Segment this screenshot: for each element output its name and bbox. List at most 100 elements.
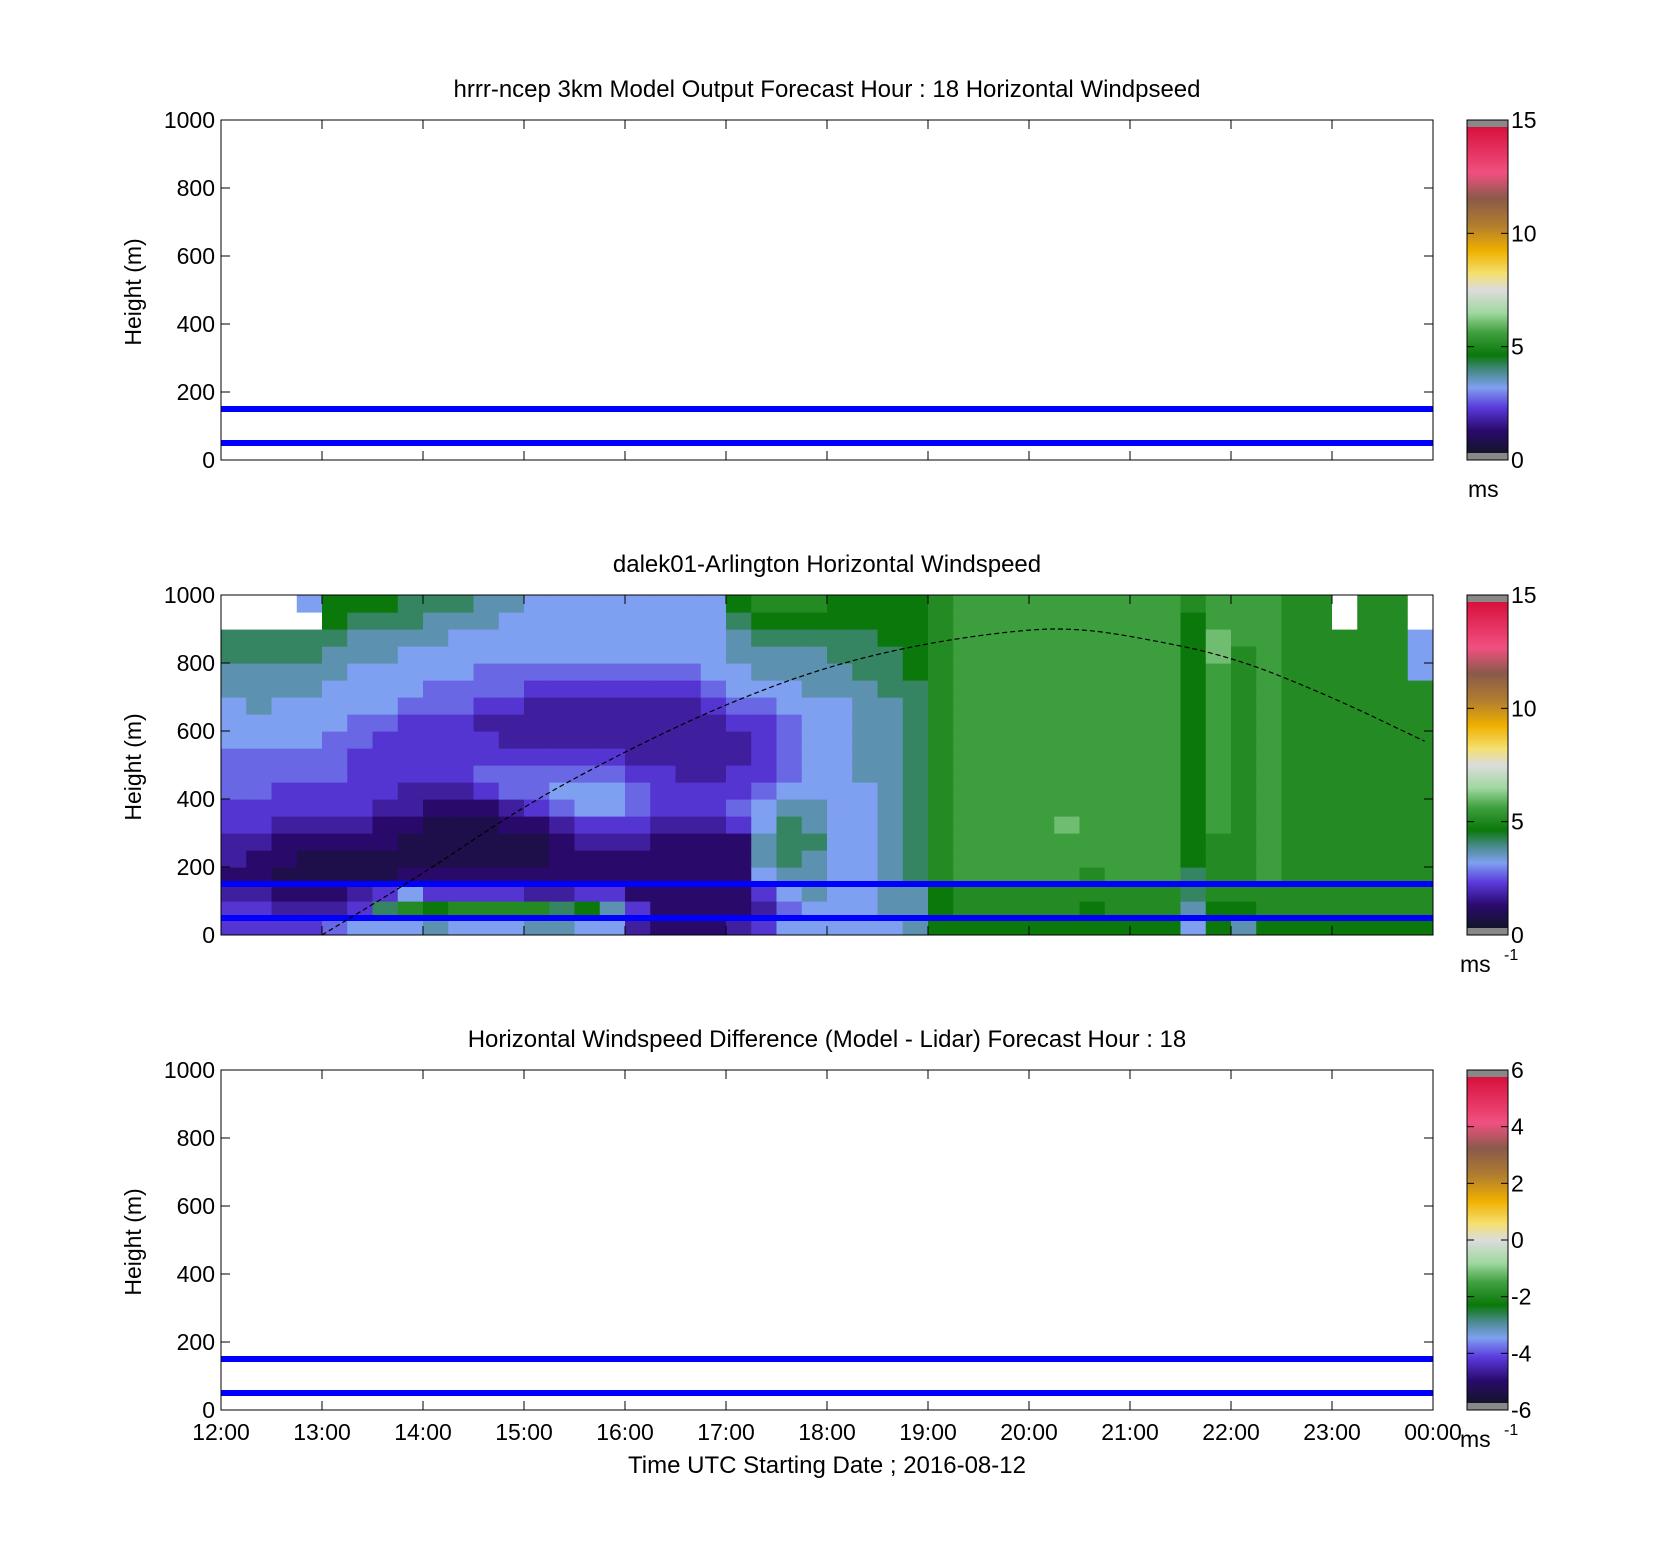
- heatmap-cell: [1306, 663, 1333, 681]
- heatmap-cell: [675, 782, 702, 800]
- heatmap-cell: [700, 697, 727, 715]
- heatmap-cell: [1407, 748, 1433, 766]
- heatmap-cell: [1155, 714, 1182, 732]
- heatmap-cell: [852, 918, 879, 935]
- heatmap-cell: [221, 595, 247, 613]
- heatmap-cell: [776, 748, 803, 766]
- heatmap-cell: [372, 867, 399, 885]
- heatmap-cell: [801, 782, 828, 800]
- heatmap-cell: [1357, 918, 1384, 935]
- heatmap-cell: [221, 697, 247, 715]
- heatmap-cell: [271, 799, 298, 817]
- heatmap-cell: [246, 918, 273, 935]
- heatmap-cell: [574, 731, 601, 749]
- colorbar-tick-label: 0: [1511, 447, 1524, 473]
- heatmap-cell: [1306, 595, 1333, 613]
- heatmap-cell: [751, 646, 778, 664]
- heatmap-cell: [1357, 884, 1384, 902]
- heatmap-cell: [322, 680, 348, 698]
- heatmap-cell: [1281, 612, 1308, 630]
- heatmap-cell: [776, 782, 803, 800]
- heatmap-cell: [1130, 680, 1156, 698]
- heatmap-cell: [574, 782, 601, 800]
- heatmap-cell: [852, 799, 879, 817]
- heatmap-cell: [1003, 731, 1030, 749]
- heatmap-cell: [675, 884, 702, 902]
- x-tick-label: 00:00: [1404, 1419, 1462, 1445]
- heatmap-cell: [1256, 901, 1283, 919]
- colorbar-over: [1467, 120, 1508, 127]
- heatmap-cell: [296, 646, 323, 664]
- heatmap-cell: [574, 867, 601, 885]
- heatmap-cell: [549, 782, 576, 800]
- heatmap-cell: [1104, 680, 1131, 698]
- heatmap-cell: [1104, 697, 1131, 715]
- heatmap-cell: [448, 799, 475, 817]
- heatmap-cell: [1155, 646, 1182, 664]
- heatmap-cell: [852, 646, 879, 664]
- heatmap-cell: [1003, 816, 1030, 834]
- heatmap-cell: [322, 731, 348, 749]
- heatmap-cell: [625, 680, 651, 698]
- colorbar-under: [1467, 1403, 1508, 1410]
- heatmap-cell: [246, 663, 273, 681]
- heatmap-cell: [1205, 867, 1232, 885]
- heatmap-cell: [827, 918, 853, 935]
- heatmap-cell: [448, 833, 475, 851]
- heatmap-cell: [928, 646, 954, 664]
- heatmap-cell: [1104, 867, 1131, 885]
- colorbar-tick-label: 15: [1511, 582, 1537, 608]
- heatmap-cell: [246, 595, 273, 613]
- heatmap-cell: [751, 833, 778, 851]
- heatmap-cell: [675, 629, 702, 647]
- heatmap-cell: [1155, 918, 1182, 935]
- heatmap-cell: [675, 646, 702, 664]
- heatmap-cell: [1104, 782, 1131, 800]
- heatmap-cell: [1029, 646, 1055, 664]
- heatmap-cell: [852, 748, 879, 766]
- heatmap-cell: [978, 680, 1005, 698]
- heatmap-cell: [852, 629, 879, 647]
- heatmap-cell: [347, 663, 374, 681]
- heatmap-cell: [877, 901, 904, 919]
- heatmap-cell: [928, 867, 954, 885]
- heatmap-cell: [1003, 799, 1030, 817]
- heatmap-cell: [700, 612, 727, 630]
- colorbar-tick-label: 15: [1511, 107, 1537, 133]
- heatmap-cell: [953, 782, 980, 800]
- heatmap-cell: [877, 833, 904, 851]
- heatmap-cell: [1382, 816, 1409, 834]
- heatmap-cell: [599, 748, 626, 766]
- heatmap-cell: [726, 748, 752, 766]
- heatmap-cell: [1306, 748, 1333, 766]
- heatmap-cell: [322, 765, 348, 783]
- heatmap-cell: [448, 748, 475, 766]
- heatmap-cell: [978, 663, 1005, 681]
- heatmap-cell: [625, 867, 651, 885]
- heatmap-cell: [322, 697, 348, 715]
- heatmap-cell: [1281, 646, 1308, 664]
- heatmap-cell: [827, 799, 853, 817]
- heatmap-cell: [448, 680, 475, 698]
- heatmap-cell: [1231, 595, 1257, 613]
- heatmap-cell: [1180, 595, 1207, 613]
- heatmap-cell: [726, 612, 752, 630]
- heatmap-cell: [1306, 884, 1333, 902]
- heatmap-cell: [1256, 629, 1283, 647]
- heatmap-cell: [1130, 884, 1156, 902]
- heatmap-cell: [1155, 765, 1182, 783]
- heatmap-cell: [1130, 765, 1156, 783]
- heatmap-cell: [1332, 748, 1358, 766]
- heatmap-cell: [953, 714, 980, 732]
- heatmap-cell: [448, 629, 475, 647]
- heatmap-cell: [599, 765, 626, 783]
- heatmap-cell: [1180, 782, 1207, 800]
- heatmap-cell: [271, 680, 298, 698]
- heatmap-cell: [246, 799, 273, 817]
- heatmap-cell: [700, 731, 727, 749]
- heatmap-cell: [1357, 867, 1384, 885]
- heatmap-cell: [1332, 595, 1358, 613]
- heatmap-cell: [1079, 612, 1106, 630]
- heatmap-cell: [1054, 884, 1081, 902]
- heatmap-cell: [1130, 918, 1156, 935]
